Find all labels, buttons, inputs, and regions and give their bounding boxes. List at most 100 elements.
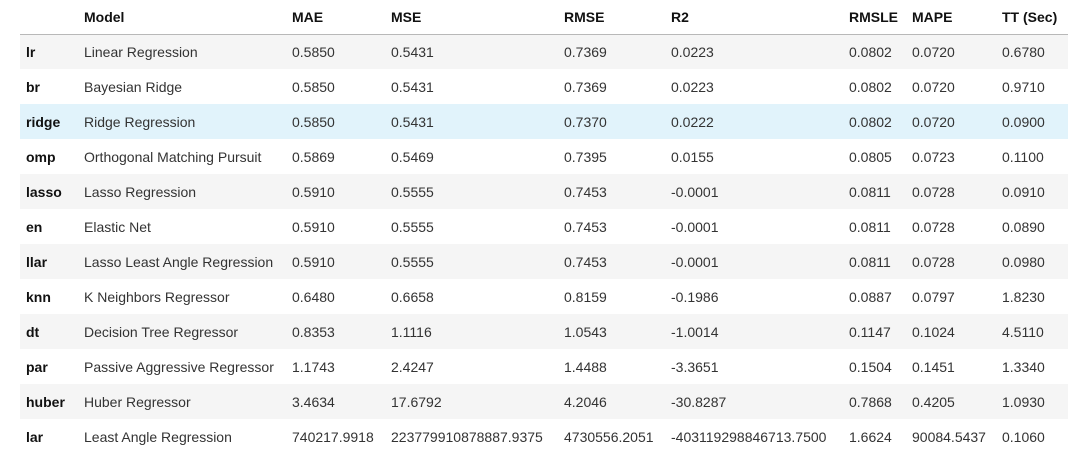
model-name: Linear Regression — [84, 43, 198, 60]
model-comparison-table-container: Model MAE MSE RMSE R2 RMSLE MAPE TT (Sec… — [20, 0, 1068, 454]
rmsle-value: 0.0805 — [849, 148, 892, 165]
rmsle-value: 0.0802 — [849, 78, 892, 95]
mae-value: 0.5850 — [292, 113, 335, 130]
header-rmse[interactable]: RMSE — [564, 8, 605, 25]
row-index: omp — [26, 148, 56, 165]
table-row-br[interactable]: br Bayesian Ridge 0.5850 0.5431 0.7369 0.0223… — [20, 69, 1068, 104]
table-row-huber[interactable]: huber Huber Regressor 3.4634 17.6792 4.2046 -… — [20, 384, 1068, 419]
table-row-lr[interactable]: lr Linear Regression 0.5850 0.5431 0.7369 0.0… — [20, 34, 1068, 69]
mape-value: 0.0728 — [912, 183, 955, 200]
mape-value: 0.1451 — [912, 358, 955, 375]
rmsle-value: 0.0811 — [849, 218, 891, 235]
rmse-value: 1.4488 — [564, 358, 607, 375]
mse-value: 0.5555 — [391, 183, 434, 200]
rmse-value: 0.8159 — [564, 288, 607, 305]
r2-value: -30.8287 — [671, 393, 727, 410]
rmsle-value: 1.6624 — [849, 428, 892, 445]
mse-value: 0.5555 — [391, 253, 434, 270]
header-mse[interactable]: MSE — [391, 8, 422, 25]
r2-value: 0.0155 — [671, 148, 714, 165]
rmsle-value: 0.1147 — [849, 323, 891, 340]
header-mape[interactable]: MAPE — [912, 8, 953, 25]
rmse-value: 4.2046 — [564, 393, 607, 410]
model-name: K Neighbors Regressor — [84, 288, 230, 305]
model-name: Huber Regressor — [84, 393, 191, 410]
r2-value: -0.0001 — [671, 183, 719, 200]
mse-value: 0.5431 — [391, 43, 434, 60]
row-index: llar — [26, 253, 48, 270]
row-index: lr — [26, 43, 36, 60]
mse-value: 2.4247 — [391, 358, 434, 375]
rmsle-value: 0.1504 — [849, 358, 892, 375]
mape-value: 0.1024 — [912, 323, 955, 340]
table-header-row: Model MAE MSE RMSE R2 RMSLE MAPE TT (Sec… — [20, 0, 1068, 34]
row-index: en — [26, 218, 43, 235]
table-row-knn[interactable]: knn K Neighbors Regressor 0.6480 0.6658 0.81… — [20, 279, 1068, 314]
model-name: Orthogonal Matching Pursuit — [84, 148, 262, 165]
mse-value: 0.5431 — [391, 113, 434, 130]
mse-value: 0.5469 — [391, 148, 434, 165]
model-name: Elastic Net — [84, 218, 151, 235]
rmsle-value: 0.0887 — [849, 288, 892, 305]
model-name: Passive Aggressive Regressor — [84, 358, 274, 375]
tt-sec-value: 4.5110 — [1002, 323, 1044, 340]
tt-sec-value: 0.1100 — [1002, 148, 1044, 165]
mse-value: 0.5431 — [391, 78, 434, 95]
table-row-par[interactable]: par Passive Aggressive Regressor 1.1743 2.4… — [20, 349, 1068, 384]
rmse-value: 0.7453 — [564, 218, 607, 235]
row-index: par — [26, 358, 48, 375]
model-name: Lasso Least Angle Regression — [84, 253, 274, 270]
table-row-omp[interactable]: omp Orthogonal Matching Pursuit 0.5869 0.54… — [20, 139, 1068, 174]
mae-value: 1.1743 — [292, 358, 335, 375]
tt-sec-value: 0.1060 — [1002, 428, 1045, 445]
tt-sec-value: 0.9710 — [1002, 78, 1045, 95]
r2-value: 0.0223 — [671, 78, 714, 95]
mse-value: 0.6658 — [391, 288, 434, 305]
row-index: br — [26, 78, 40, 95]
mae-value: 0.5850 — [292, 43, 335, 60]
model-name: Least Angle Regression — [84, 428, 232, 445]
row-index: lasso — [26, 183, 62, 200]
header-rmsle[interactable]: RMSLE — [849, 8, 898, 25]
r2-value: -0.0001 — [671, 253, 719, 270]
row-index: knn — [26, 288, 51, 305]
row-index: ridge — [26, 113, 61, 130]
rmsle-value: 0.0802 — [849, 43, 892, 60]
table-row-dt[interactable]: dt Decision Tree Regressor 0.8353 1.1116 1.0… — [20, 314, 1068, 349]
table-row-llar[interactable]: llar Lasso Least Angle Regression 0.5910 0.… — [20, 244, 1068, 279]
r2-value: -0.1986 — [671, 288, 719, 305]
mape-value: 0.0720 — [912, 78, 955, 95]
tt-sec-value: 1.3340 — [1002, 358, 1045, 375]
header-index — [20, 0, 78, 34]
mae-value: 0.5910 — [292, 253, 335, 270]
rmse-value: 4730556.2051 — [564, 428, 654, 445]
mae-value: 0.5850 — [292, 78, 335, 95]
model-name: Bayesian Ridge — [84, 78, 183, 95]
header-r2[interactable]: R2 — [671, 8, 689, 25]
row-index: dt — [26, 323, 40, 340]
table-row-ridge[interactable]: ridge Ridge Regression 0.5850 0.5431 0.7370 0… — [20, 104, 1068, 139]
table-row-en[interactable]: en Elastic Net 0.5910 0.5555 0.7453 -0.0001 0.… — [20, 209, 1068, 244]
table-body: lr Linear Regression 0.5850 0.5431 0.7369 0.0… — [20, 34, 1068, 454]
mse-value: 1.1116 — [391, 323, 432, 340]
header-mae[interactable]: MAE — [292, 8, 324, 25]
mae-value: 740217.9918 — [292, 428, 374, 445]
mse-value: 17.6792 — [391, 393, 442, 410]
tt-sec-value: 1.0930 — [1002, 393, 1045, 410]
header-model[interactable]: Model — [84, 8, 125, 25]
header-tt-sec[interactable]: TT (Sec) — [1002, 8, 1058, 25]
table-row-lasso[interactable]: lasso Lasso Regression 0.5910 0.5555 0.7453 -… — [20, 174, 1068, 209]
model-name: Decision Tree Regressor — [84, 323, 239, 340]
tt-sec-value: 0.0890 — [1002, 218, 1045, 235]
mape-value: 0.4205 — [912, 393, 955, 410]
mape-value: 0.0723 — [912, 148, 955, 165]
tt-sec-value: 0.0910 — [1002, 183, 1045, 200]
rmse-value: 0.7370 — [564, 113, 607, 130]
mape-value: 0.0720 — [912, 43, 955, 60]
rmsle-value: 0.0811 — [849, 253, 891, 270]
model-name: Ridge Regression — [84, 113, 196, 130]
model-comparison-table: Model MAE MSE RMSE R2 RMSLE MAPE TT (Sec… — [20, 0, 1068, 454]
tt-sec-value: 0.0980 — [1002, 253, 1045, 270]
table-row-lar[interactable]: lar Least Angle Regression 740217.9918 2237… — [20, 419, 1068, 454]
rmse-value: 0.7369 — [564, 78, 607, 95]
